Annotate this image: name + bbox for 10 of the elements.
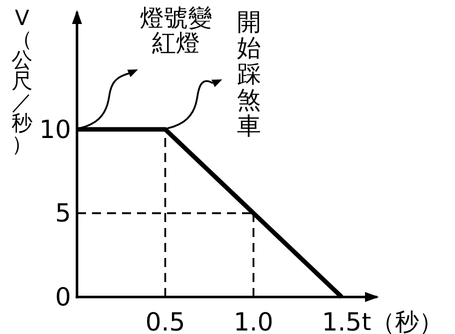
- y-tick-label: 10: [39, 114, 71, 144]
- x-tick-label: 1.0: [234, 308, 274, 334]
- y-tick-label: 0: [55, 282, 71, 312]
- annotation: 燈號變紅燈: [139, 4, 213, 58]
- y-tick-label: 5: [55, 198, 71, 228]
- x-tick-label: 1.5: [322, 308, 362, 334]
- x-axis-title: t（秒）: [362, 308, 444, 334]
- x-tick-label: 0.5: [145, 308, 186, 334]
- y-axis-title: V（公尺／秒）: [12, 6, 32, 156]
- annotation: 開始踩煞車: [237, 8, 262, 140]
